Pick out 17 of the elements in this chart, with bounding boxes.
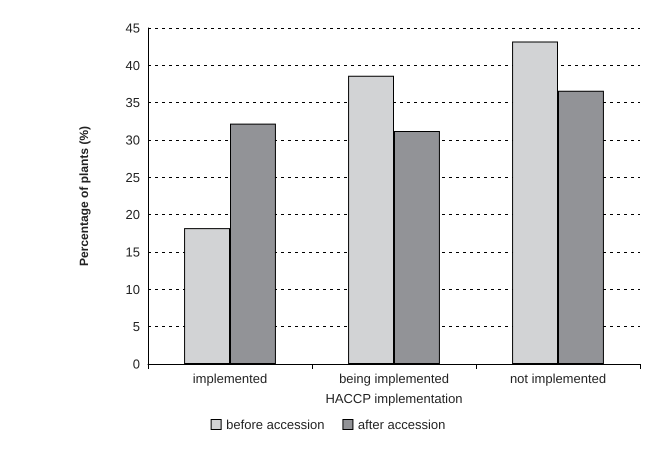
y-tick-label: 15 [126, 244, 140, 260]
y-tick-label: 35 [126, 95, 140, 110]
y-tick-label: 0 [132, 356, 140, 372]
y-tick-label: 5 [132, 319, 140, 334]
y-tick-label: 45 [126, 20, 140, 36]
x-tick-label: not implemented [510, 371, 606, 386]
y-tick-label: 10 [126, 282, 140, 297]
legend-label: after accession [358, 417, 446, 432]
y-axis-title: Percentage of plants (%) [77, 126, 91, 266]
y-tick-label: 40 [126, 58, 140, 73]
y-tick-label: 20 [126, 207, 140, 222]
x-axis-title: HACCP implementation [325, 391, 463, 406]
legend-label: before accession [226, 417, 324, 432]
y-tick-label: 30 [126, 132, 140, 148]
x-tick-label: implemented [192, 371, 268, 386]
x-tick-label: being implemented [339, 371, 449, 386]
y-tick-label: 25 [126, 170, 140, 185]
